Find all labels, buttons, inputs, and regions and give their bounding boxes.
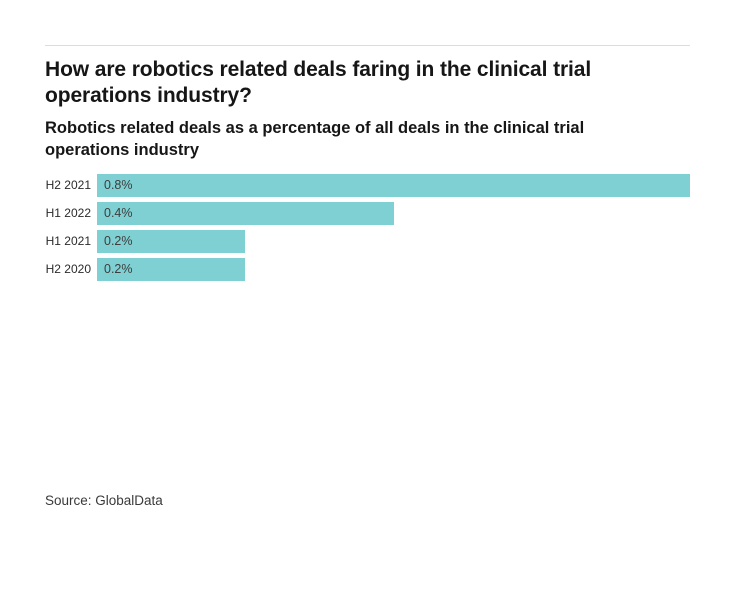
category-label: H1 2021 — [45, 234, 91, 249]
bar: 0.2% — [97, 229, 246, 253]
bar: 0.4% — [97, 201, 394, 225]
category-label: H1 2022 — [45, 206, 91, 221]
bar: 0.8% — [97, 173, 690, 197]
chart-row: H1 2021 0.2% — [45, 229, 690, 253]
page: How are robotics related deals faring in… — [0, 45, 735, 508]
bar: 0.2% — [97, 257, 246, 281]
chart-subtitle: Robotics related deals as a percentage o… — [45, 119, 585, 159]
chart-row: H2 2020 0.2% — [45, 257, 690, 281]
value-label: 0.8% — [104, 178, 133, 193]
chart-row: H2 2021 0.8% — [45, 173, 690, 197]
bar-chart: H2 2021 0.8% H1 2022 0.4% H1 2021 0.2% H2 2020… — [45, 173, 690, 281]
bar-track: 0.4% — [97, 201, 690, 225]
bar-track: 0.2% — [97, 257, 690, 281]
value-label: 0.2% — [104, 234, 133, 249]
category-label: H2 2020 — [45, 262, 91, 277]
chart-row: H1 2022 0.4% — [45, 201, 690, 225]
top-divider — [45, 45, 690, 46]
category-label: H2 2021 — [45, 178, 91, 193]
source-attribution: Source: GlobalData — [45, 492, 163, 508]
value-label: 0.2% — [104, 262, 133, 277]
page-title: How are robotics related deals faring in… — [45, 58, 592, 108]
value-label: 0.4% — [104, 206, 133, 221]
bar-track: 0.2% — [97, 229, 690, 253]
bar-track: 0.8% — [97, 173, 690, 197]
